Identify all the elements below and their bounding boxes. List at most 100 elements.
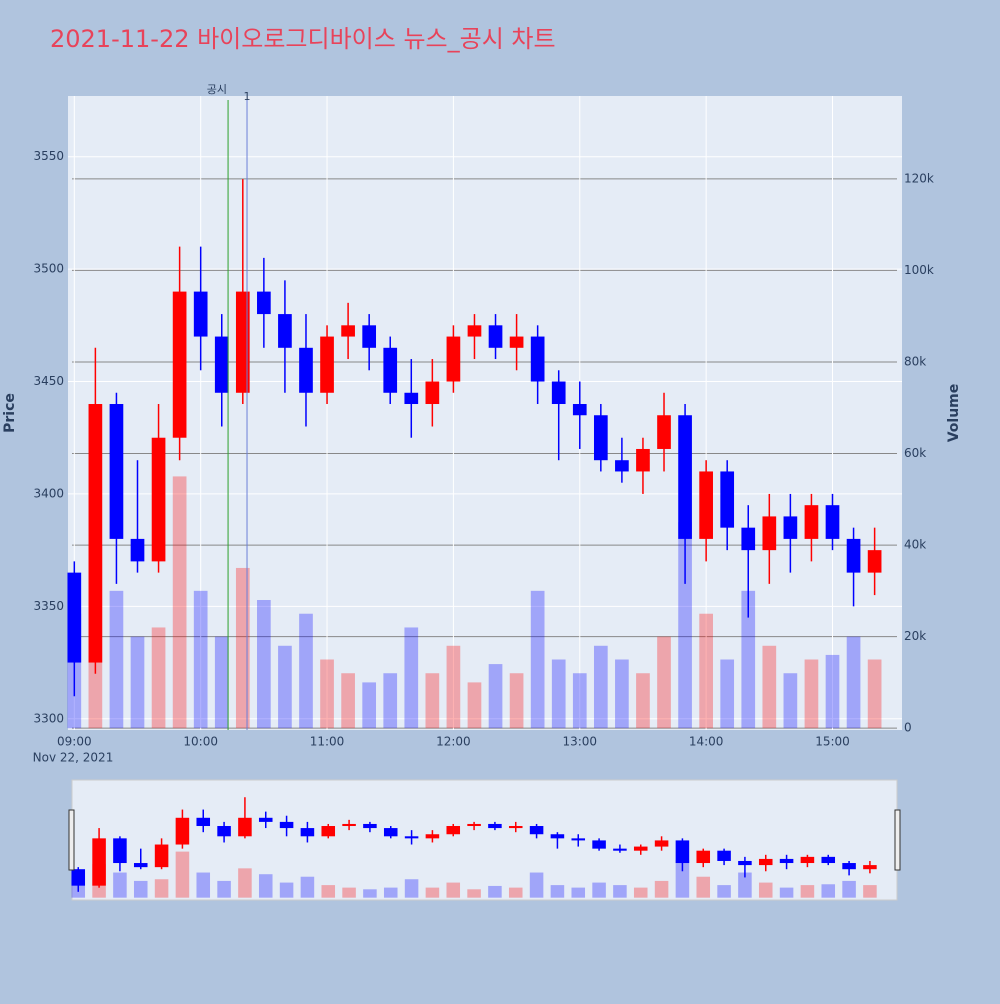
volume-bar: [172, 476, 187, 729]
mini-volume-bar: [529, 872, 544, 898]
mini-volume-bar: [821, 884, 836, 898]
candle-body: [846, 538, 861, 573]
volume-bar: [278, 645, 292, 729]
mini-candle-body: [633, 846, 648, 851]
candle-body: [699, 471, 713, 539]
candle-body: [67, 572, 82, 663]
chart-title: 2021-11-22 바이오로그디바이스 뉴스_공시 차트: [50, 25, 556, 53]
mini-volume-bar: [842, 880, 856, 898]
mini-volume-bar: [238, 868, 252, 898]
candle-body: [741, 527, 756, 551]
x-tick-label: 12:00: [436, 735, 471, 749]
candle-body: [214, 336, 229, 393]
mini-candle-body: [196, 817, 211, 827]
mini-volume-bar: [550, 885, 565, 898]
volume-bar: [341, 673, 355, 729]
candle-body: [720, 471, 735, 528]
mini-volume-bar: [717, 885, 731, 898]
mini-volume-bar: [113, 872, 127, 898]
y-axis-title: Price: [2, 393, 18, 433]
volume-bar: [551, 659, 566, 729]
volume-bar: [572, 673, 587, 729]
candle-body: [825, 505, 840, 539]
candle-body: [509, 336, 524, 348]
candle-body: [320, 336, 334, 393]
annotation-label: 1: [244, 90, 251, 103]
range-handle[interactable]: [894, 809, 901, 871]
mini-volume-bar: [613, 885, 627, 898]
mini-candle-body: [404, 836, 419, 839]
candle-body: [193, 291, 208, 337]
range-slider[interactable]: [71, 779, 898, 901]
candle-body: [172, 291, 187, 438]
candle-body: [804, 505, 819, 539]
mini-candle-body: [342, 823, 356, 827]
volume-bar: [214, 636, 229, 729]
mini-volume-bar: [404, 879, 419, 898]
mini-volume-bar: [738, 872, 752, 898]
candle-body: [762, 516, 777, 551]
volume-bar: [741, 590, 756, 729]
y-tick-label: 3350: [33, 599, 64, 613]
mini-candle-body: [300, 828, 315, 837]
candle-body: [446, 336, 461, 382]
volume-bar: [509, 673, 524, 729]
mini-candle-body: [154, 844, 169, 868]
y-tick-label: 3300: [33, 711, 64, 725]
candle-body: [130, 538, 145, 562]
mini-volume-bar: [758, 882, 773, 898]
volume-bar: [488, 664, 503, 729]
range-handle[interactable]: [68, 809, 75, 871]
volume-bar: [657, 636, 671, 729]
volume-bar: [235, 567, 250, 729]
candle-body: [678, 415, 692, 539]
mini-candle-body: [863, 865, 877, 870]
volume-bar: [804, 659, 819, 729]
mini-volume-bar: [467, 889, 481, 898]
mini-candle-body: [446, 826, 461, 835]
mini-volume-bar: [675, 859, 690, 898]
x-tick-label: 13:00: [562, 735, 597, 749]
mini-volume-bar: [592, 882, 606, 898]
volume-bar: [362, 682, 377, 729]
candle-body: [257, 291, 271, 315]
mini-candle-body: [467, 823, 481, 827]
mini-volume-bar: [363, 889, 377, 898]
candle-body: [467, 325, 482, 337]
mini-candle-body: [717, 850, 731, 861]
candle-body: [551, 381, 566, 405]
x-tick-label: 14:00: [689, 735, 724, 749]
plot-area: [68, 96, 902, 730]
y2-tick-label: 20k: [904, 629, 926, 643]
volume-bar: [404, 627, 419, 729]
y2-tick-label: 0: [904, 721, 912, 735]
candle-body: [593, 415, 608, 461]
volume-bar: [109, 590, 124, 729]
mini-candle-body: [238, 817, 252, 837]
mini-volume-bar: [217, 880, 231, 898]
mini-candle-body: [571, 838, 586, 841]
mini-candle-body: [92, 838, 106, 886]
candle-body: [88, 404, 103, 663]
volume-bar: [257, 599, 271, 729]
y-tick-label: 3450: [33, 374, 64, 388]
candle-body: [425, 381, 440, 405]
mini-candle-body: [133, 863, 148, 868]
candle-body: [572, 404, 587, 416]
volume-bar: [425, 673, 440, 729]
volume-bar: [783, 673, 798, 729]
mini-candle-body: [758, 858, 773, 866]
candle-body: [341, 325, 355, 337]
volume-bar: [636, 673, 650, 729]
volume-bar: [530, 590, 545, 729]
mini-volume-bar: [696, 876, 711, 898]
y2-tick-label: 120k: [904, 171, 934, 185]
volume-bar: [467, 682, 482, 729]
mini-volume-bar: [279, 882, 294, 898]
mini-candle-body: [821, 856, 836, 864]
volume-bar: [130, 636, 145, 729]
mini-volume-bar: [571, 887, 586, 898]
mini-volume-bar: [258, 874, 273, 898]
mini-volume-bar: [154, 879, 169, 898]
mini-candle-body: [696, 850, 711, 864]
